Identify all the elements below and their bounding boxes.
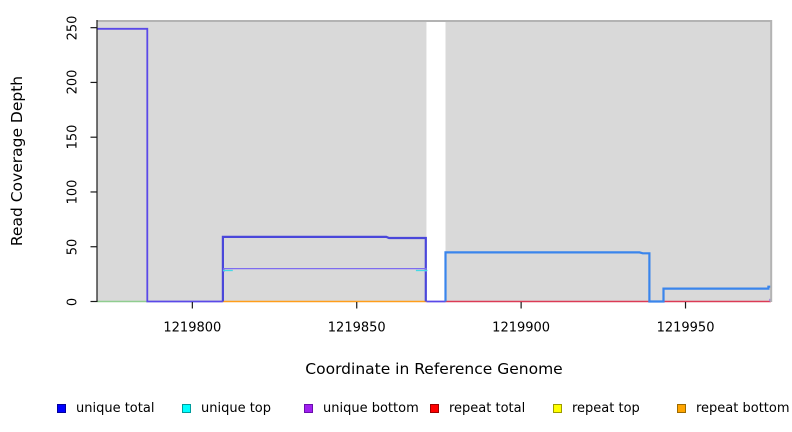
legend-label: unique total <box>76 400 155 416</box>
legend-item-unique-total: unique total <box>57 400 155 416</box>
legend-label: unique top <box>201 400 272 416</box>
series-unique-total-60-box <box>221 235 427 302</box>
y-axis-title: Read Coverage Depth <box>8 75 26 247</box>
legend-swatch-icon <box>182 403 191 413</box>
legend-label: repeat total <box>449 400 526 416</box>
legend-swatch-icon <box>430 403 439 413</box>
legend-item-repeat-top: repeat top <box>553 400 640 416</box>
series-unique-total-45-and-12 <box>444 251 771 303</box>
legend-label: repeat bottom <box>696 400 790 416</box>
legend-item-unique-top: unique top <box>182 400 272 416</box>
legend-item-unique-bottom: unique bottom <box>304 400 419 416</box>
legend-item-repeat-bottom: repeat bottom <box>677 400 790 416</box>
legend-swatch-icon <box>677 403 686 413</box>
legend-swatch-icon <box>553 403 562 413</box>
legend: unique total unique top unique bottom repea… <box>0 401 792 417</box>
x-axis-title: Coordinate in Reference Genome <box>305 360 563 378</box>
series-unique-249-plateau <box>97 27 223 303</box>
legend-label: repeat top <box>572 400 640 416</box>
legend-swatch-icon <box>57 403 66 413</box>
legend-item-repeat-total: repeat total <box>430 400 526 416</box>
no-data-gap-band <box>426 20 446 302</box>
legend-swatch-icon <box>304 403 313 413</box>
legend-label: unique bottom <box>323 400 419 416</box>
